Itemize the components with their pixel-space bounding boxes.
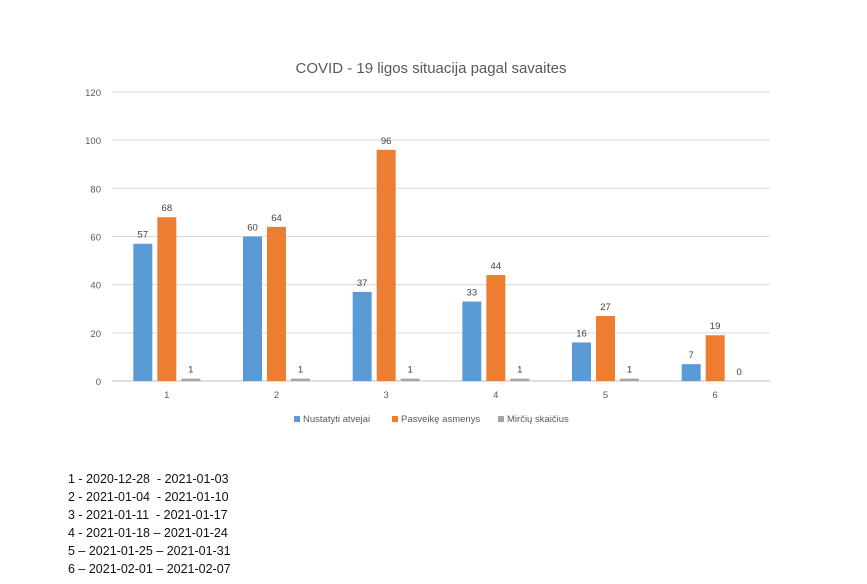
y-tick-label: 20	[90, 329, 101, 340]
bar	[352, 291, 372, 381]
data-label: 37	[357, 278, 368, 289]
legend-swatch	[294, 416, 300, 422]
bar	[462, 301, 482, 381]
data-label: 64	[271, 213, 282, 224]
data-label: 7	[689, 350, 694, 361]
data-label: 0	[737, 367, 742, 378]
data-label: 60	[247, 223, 258, 234]
x-tick-label: 1	[164, 390, 169, 401]
week-date-ranges: 1 - 2020-12-28 - 2021-01-03 2 - 2021-01-…	[68, 470, 231, 578]
data-label: 1	[517, 365, 522, 376]
y-tick-label: 120	[85, 88, 101, 99]
bar	[705, 335, 725, 381]
bar	[267, 226, 286, 381]
data-label: 19	[710, 321, 721, 332]
legend-label: Mirčių skaičius	[507, 414, 569, 425]
bar	[510, 378, 530, 381]
legend-label: Nustatyti atvejai	[303, 414, 370, 425]
data-label: 68	[162, 203, 173, 214]
data-label: 1	[298, 365, 303, 376]
bar	[596, 315, 615, 381]
data-label: 27	[600, 302, 611, 313]
legend-label: Pasveikę asmenys	[401, 414, 480, 425]
data-label: 33	[467, 288, 478, 299]
bar	[486, 275, 506, 381]
bar	[376, 149, 396, 381]
note-line: 1 - 2020-12-28 - 2021-01-03	[68, 472, 229, 486]
y-tick-label: 100	[85, 136, 101, 147]
data-label: 44	[491, 261, 502, 272]
note-line: 3 - 2021-01-11 - 2021-01-17	[68, 508, 228, 522]
y-tick-label: 80	[90, 184, 101, 195]
bar	[133, 243, 153, 381]
bar	[620, 378, 639, 381]
data-label: 1	[188, 365, 193, 376]
note-line: 4 - 2021-01-18 – 2021-01-24	[68, 526, 228, 540]
x-tick-label: 6	[713, 390, 718, 401]
bar	[291, 378, 310, 381]
legend-swatch	[392, 416, 398, 422]
chart-title: COVID - 19 ligos situacija pagal savaite…	[296, 60, 567, 77]
note-line: 5 – 2021-01-25 – 2021-01-31	[68, 544, 231, 558]
note-line: 2 - 2021-01-04 - 2021-01-10	[68, 490, 229, 504]
x-tick-label: 5	[603, 390, 608, 401]
bar	[400, 378, 420, 381]
data-label: 1	[408, 365, 413, 376]
data-label: 96	[381, 136, 392, 147]
data-label: 57	[138, 230, 149, 241]
data-label: 16	[576, 328, 587, 339]
data-label: 1	[627, 365, 632, 376]
bar	[572, 342, 591, 381]
x-tick-label: 4	[493, 390, 498, 401]
note-line: 6 – 2021-02-01 – 2021-02-07	[68, 562, 231, 576]
y-tick-label: 40	[90, 281, 101, 292]
bar	[157, 217, 177, 381]
y-tick-label: 0	[96, 377, 101, 388]
x-tick-label: 2	[274, 390, 279, 401]
bar-chart: COVID - 19 ligos situacija pagal savaite…	[85, 60, 770, 425]
bar	[181, 378, 201, 381]
legend-swatch	[498, 416, 504, 422]
bar	[243, 236, 262, 381]
y-tick-label: 60	[90, 233, 101, 244]
bar	[681, 364, 701, 381]
x-tick-label: 3	[384, 390, 389, 401]
